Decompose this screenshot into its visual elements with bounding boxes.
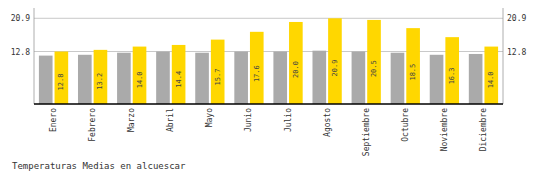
bars — [39, 18, 498, 104]
bar — [211, 40, 225, 104]
chart: 12.8 20.9 12.8 20.9 12.8 13.2 14.0 14.4 15.7 17.6… — [0, 0, 537, 174]
bar — [78, 55, 92, 104]
bar — [367, 20, 381, 104]
bar — [469, 54, 483, 104]
x-tick-label: Julio — [284, 108, 293, 132]
bar — [133, 47, 147, 104]
y-tick-label: 20.9 — [11, 14, 30, 23]
data-label: 14.0 — [487, 71, 495, 88]
x-tick-label: Agosto — [323, 108, 332, 137]
x-tick-label: Febrero — [88, 108, 97, 142]
bar — [312, 51, 326, 104]
data-label: 15.7 — [214, 69, 222, 86]
x-tick-label: Septiembre — [362, 108, 371, 156]
x-tick-label: Junio — [244, 108, 253, 132]
data-label: 16.3 — [448, 67, 456, 84]
x-tick-label: Abril — [166, 108, 175, 132]
x-tick-label: Marzo — [127, 108, 136, 132]
x-axis-line — [34, 103, 503, 105]
grid-line — [34, 18, 503, 19]
bar — [250, 32, 264, 104]
bar — [172, 45, 186, 104]
data-label: 20.0 — [292, 61, 300, 78]
bar — [195, 53, 209, 104]
y-axis-line — [34, 8, 35, 104]
y-tick-label: 12.8 — [11, 48, 30, 57]
data-label: 12.8 — [57, 74, 65, 91]
data-label: 14.0 — [136, 71, 144, 88]
bar — [94, 50, 108, 104]
bar — [484, 47, 498, 104]
bar — [328, 18, 342, 104]
bar — [406, 28, 420, 104]
y2-axis-line — [503, 8, 504, 104]
data-label: 13.2 — [96, 73, 104, 90]
bar — [55, 52, 69, 104]
bar — [391, 53, 405, 104]
bar — [39, 56, 53, 104]
x-tick-label: Mayo — [205, 108, 214, 127]
data-label: 14.4 — [175, 71, 183, 88]
x-tick-label: Octubre — [401, 108, 410, 142]
bar — [445, 37, 459, 104]
bar — [430, 55, 444, 104]
x-tick-label: Diciembre — [479, 108, 488, 152]
data-label: 20.9 — [331, 60, 339, 77]
data-label: 18.5 — [409, 64, 417, 81]
bar — [289, 22, 303, 104]
bar — [117, 53, 131, 104]
bar — [234, 52, 248, 104]
y2-tick-label: 12.8 — [507, 48, 526, 57]
bar — [156, 52, 170, 104]
title: Temperaturas Medias en alcuescar — [12, 161, 186, 171]
y2-tick-label: 20.9 — [507, 14, 526, 23]
bar — [273, 52, 287, 104]
bar — [352, 52, 366, 104]
data-label: 20.5 — [370, 60, 378, 77]
x-tick-label: Noviembre — [440, 108, 449, 152]
x-tick-label: Enero — [49, 108, 58, 132]
data-label: 17.6 — [253, 65, 261, 82]
